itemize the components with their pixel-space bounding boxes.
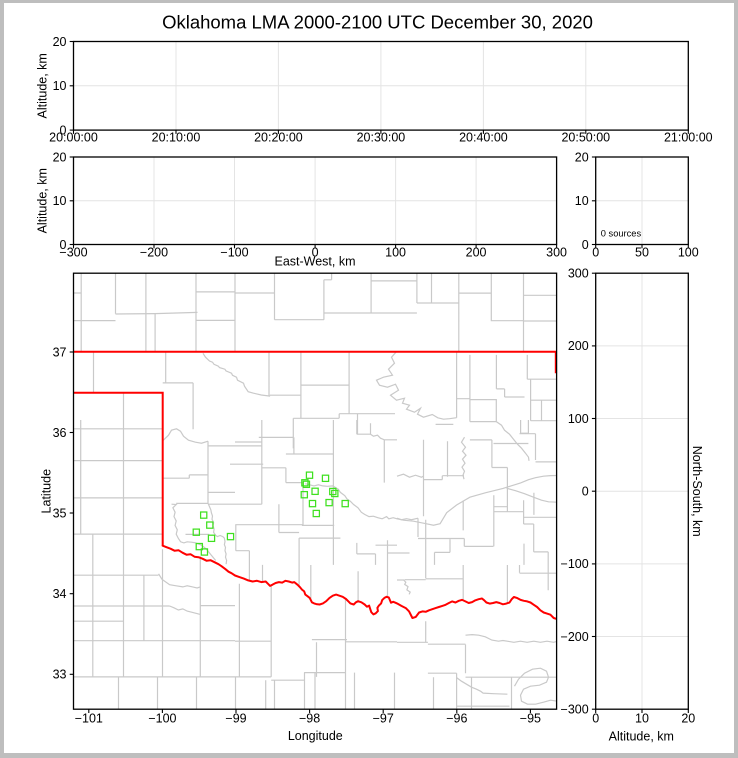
svg-text:North-South, km: North-South, km <box>690 446 704 537</box>
svg-text:300: 300 <box>568 267 589 281</box>
svg-text:100: 100 <box>678 246 699 260</box>
svg-text:20:10:00: 20:10:00 <box>152 131 201 145</box>
svg-text:Altitude, km: Altitude, km <box>36 53 50 118</box>
svg-text:35: 35 <box>53 506 67 520</box>
svg-text:20: 20 <box>53 150 67 164</box>
svg-text:−98: −98 <box>299 711 320 725</box>
svg-text:10: 10 <box>575 194 589 208</box>
svg-text:10: 10 <box>53 79 67 93</box>
svg-text:Latitude: Latitude <box>40 469 54 514</box>
svg-text:300: 300 <box>546 246 567 260</box>
svg-text:20:20:00: 20:20:00 <box>254 131 303 145</box>
svg-text:−100: −100 <box>220 246 248 260</box>
svg-text:0 sources: 0 sources <box>601 229 642 239</box>
svg-text:20:40:00: 20:40:00 <box>459 131 508 145</box>
svg-text:20: 20 <box>681 711 695 725</box>
svg-text:21:00:00: 21:00:00 <box>664 131 713 145</box>
svg-text:−97: −97 <box>373 711 394 725</box>
svg-text:0: 0 <box>60 123 67 137</box>
svg-text:−96: −96 <box>446 711 467 725</box>
svg-text:10: 10 <box>635 711 649 725</box>
svg-text:−200: −200 <box>140 246 168 260</box>
svg-text:−101: −101 <box>75 711 103 725</box>
svg-text:0: 0 <box>312 246 319 260</box>
svg-text:0: 0 <box>60 238 67 252</box>
svg-text:200: 200 <box>466 246 487 260</box>
svg-text:50: 50 <box>635 246 649 260</box>
svg-text:0: 0 <box>592 246 599 260</box>
svg-text:−100: −100 <box>148 711 176 725</box>
svg-text:100: 100 <box>385 246 406 260</box>
svg-text:−300: −300 <box>561 703 589 717</box>
svg-text:20: 20 <box>575 150 589 164</box>
svg-text:33: 33 <box>53 668 67 682</box>
svg-text:Longitude: Longitude <box>288 729 343 743</box>
svg-text:0: 0 <box>592 711 599 725</box>
svg-text:20:30:00: 20:30:00 <box>357 131 406 145</box>
svg-text:−100: −100 <box>561 557 589 571</box>
svg-text:−200: −200 <box>561 630 589 644</box>
svg-text:34: 34 <box>53 587 67 601</box>
svg-text:10: 10 <box>53 194 67 208</box>
svg-text:36: 36 <box>53 426 67 440</box>
svg-text:0: 0 <box>582 485 589 499</box>
svg-text:−95: −95 <box>520 711 541 725</box>
svg-text:0: 0 <box>582 238 589 252</box>
svg-text:Altitude, km: Altitude, km <box>36 168 50 233</box>
svg-text:200: 200 <box>568 339 589 353</box>
svg-text:100: 100 <box>568 412 589 426</box>
svg-text:Altitude, km: Altitude, km <box>609 730 674 744</box>
svg-text:20:00:00: 20:00:00 <box>49 131 98 145</box>
svg-text:−99: −99 <box>225 711 246 725</box>
svg-text:37: 37 <box>53 345 67 359</box>
svg-text:Oklahoma LMA 2000-2100 UTC Dec: Oklahoma LMA 2000-2100 UTC December 30, … <box>162 12 593 33</box>
svg-text:20: 20 <box>53 35 67 49</box>
svg-text:20:50:00: 20:50:00 <box>561 131 610 145</box>
svg-text:−300: −300 <box>59 246 87 260</box>
svg-text:East-West, km: East-West, km <box>274 255 355 269</box>
